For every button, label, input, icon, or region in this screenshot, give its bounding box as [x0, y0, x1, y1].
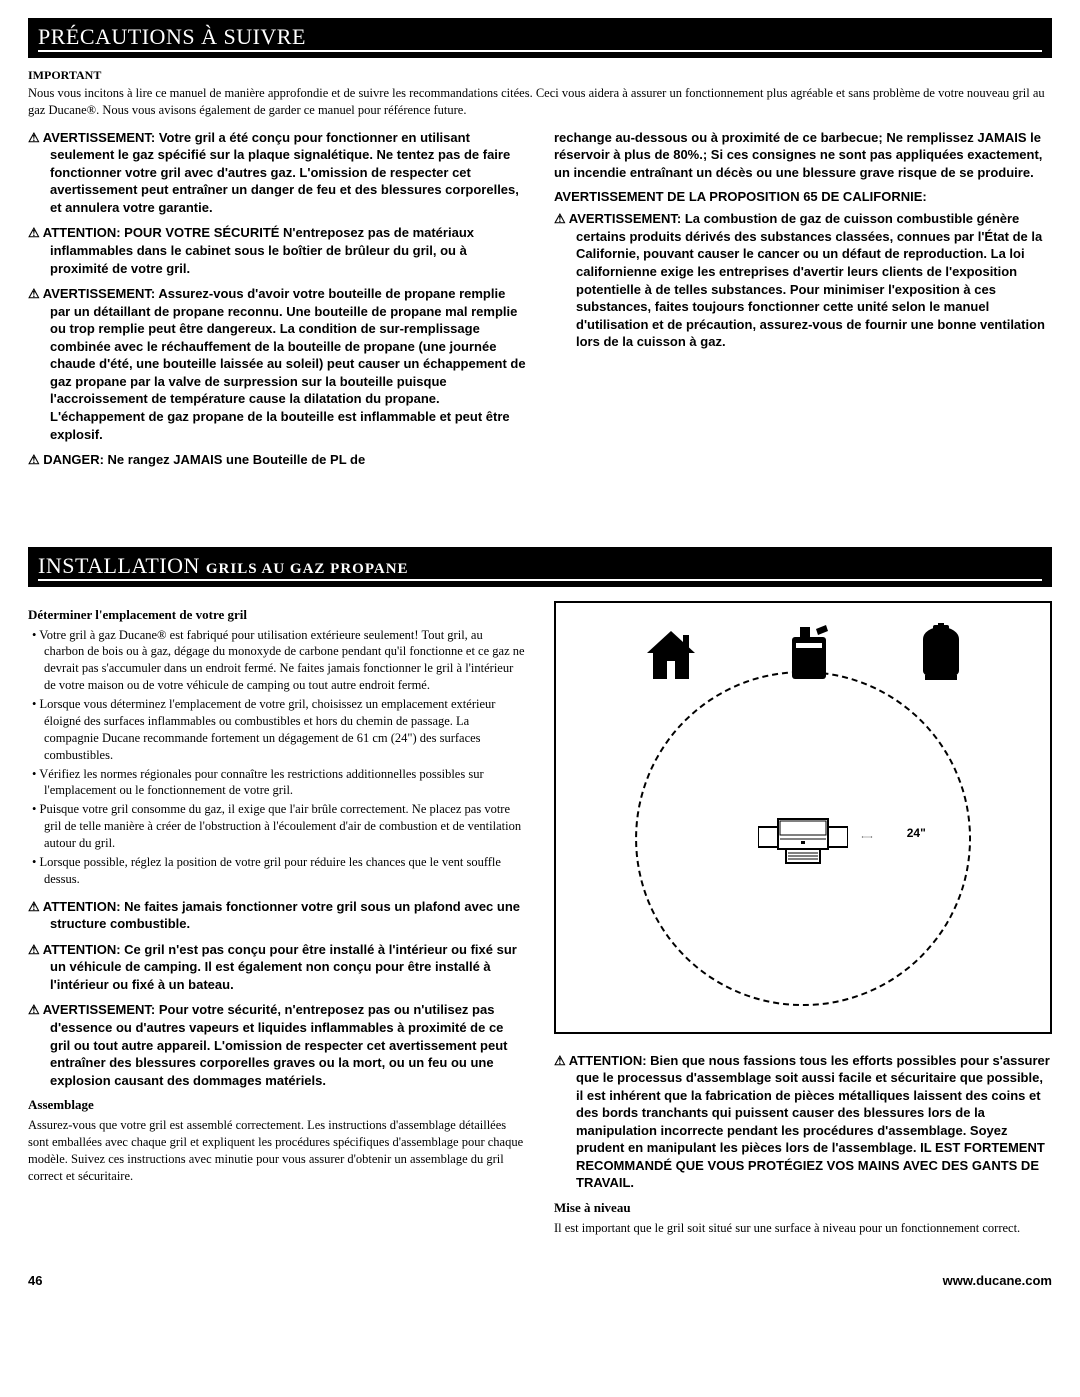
warning-item: ⚠ ATTENTION: Ne faites jamais fonctionne…	[28, 898, 526, 933]
warning-item: ⚠ AVERTISSEMENT: Pour votre sécurité, n'…	[28, 1001, 526, 1089]
warning-item: ⚠ AVERTISSEMENT: La combustion de gaz de…	[554, 210, 1052, 350]
warning-item: ⚠ ATTENTION: Ce gril n'est pas conçu pou…	[28, 941, 526, 994]
section2-right-warnings: ⚠ ATTENTION: Bien que nous fassions tous…	[554, 1052, 1052, 1192]
intro-text: Nous vous incitons à lire ce manuel de m…	[28, 85, 1052, 119]
section1-left-col: ⚠ AVERTISSEMENT: Votre gril a été conçu …	[28, 129, 526, 477]
house-icon	[643, 629, 699, 681]
footer-url: www.ducane.com	[943, 1273, 1052, 1288]
section1-columns: ⚠ AVERTISSEMENT: Votre gril a été conçu …	[28, 129, 1052, 477]
list-item: Vérifiez les normes régionales pour conn…	[28, 766, 526, 800]
section2-right-col: 24" ⚠ ATTENTION: Bien que nous fassions …	[554, 601, 1052, 1245]
page-number: 46	[28, 1273, 42, 1288]
section2-left-col: Déterminer l'emplacement de votre gril V…	[28, 601, 526, 1245]
section2-columns: Déterminer l'emplacement de votre gril V…	[28, 601, 1052, 1245]
subhead-location: Déterminer l'emplacement de votre gril	[28, 607, 526, 623]
important-label: IMPORTANT	[28, 68, 1052, 83]
subhead-assemblage: Assemblage	[28, 1097, 526, 1113]
clearance-dimension-label: 24"	[907, 826, 926, 840]
location-bullets: Votre gril à gaz Ducane® est fabriqué po…	[28, 627, 526, 888]
section-header-precautions: PRÉCAUTIONS À SUIVRE	[28, 18, 1052, 58]
warning-item: ⚠ DANGER: Ne rangez JAMAIS une Bouteille…	[28, 451, 526, 469]
subhead-mise: Mise à niveau	[554, 1200, 1052, 1216]
assemblage-body: Assurez-vous que votre gril est assemblé…	[28, 1117, 526, 1185]
section1-title: PRÉCAUTIONS À SUIVRE	[38, 24, 306, 49]
propane-tank-icon	[919, 623, 963, 681]
list-item: Votre gril à gaz Ducane® est fabriqué po…	[28, 627, 526, 695]
clearance-diagram: 24"	[554, 601, 1052, 1034]
warning-item: ⚠ ATTENTION: Bien que nous fassions tous…	[554, 1052, 1052, 1192]
section2-title-main: INSTALLATION	[38, 553, 200, 578]
section-header-installation: INSTALLATION GRILS AU GAZ PROPANE	[28, 547, 1052, 587]
list-item: Puisque votre gril consomme du gaz, il e…	[28, 801, 526, 852]
dimension-arrow-icon	[847, 836, 887, 838]
section2-title-sub: GRILS AU GAZ PROPANE	[206, 561, 409, 577]
warning-item: ⚠ AVERTISSEMENT: Votre gril a été conçu …	[28, 129, 526, 217]
warning-continuation: rechange au-dessous ou à proximité de ce…	[554, 129, 1052, 182]
list-item: Lorsque vous déterminez l'emplacement de…	[28, 696, 526, 764]
section1-right-col: rechange au-dessous ou à proximité de ce…	[554, 129, 1052, 477]
warning-item: ⚠ ATTENTION: POUR VOTRE SÉCURITÉ N'entre…	[28, 224, 526, 277]
list-item: Lorsque possible, réglez la position de …	[28, 854, 526, 888]
page-footer: 46 www.ducane.com	[28, 1267, 1052, 1288]
section2-left-warnings: ⚠ ATTENTION: Ne faites jamais fonctionne…	[28, 898, 526, 1089]
warning-item: ⚠ AVERTISSEMENT: Assurez-vous d'avoir vo…	[28, 285, 526, 443]
mise-body: Il est important que le gril soit situé …	[554, 1220, 1052, 1237]
prop65-heading: AVERTISSEMENT DE LA PROPOSITION 65 DE CA…	[554, 189, 1052, 204]
grill-icon	[758, 813, 848, 865]
